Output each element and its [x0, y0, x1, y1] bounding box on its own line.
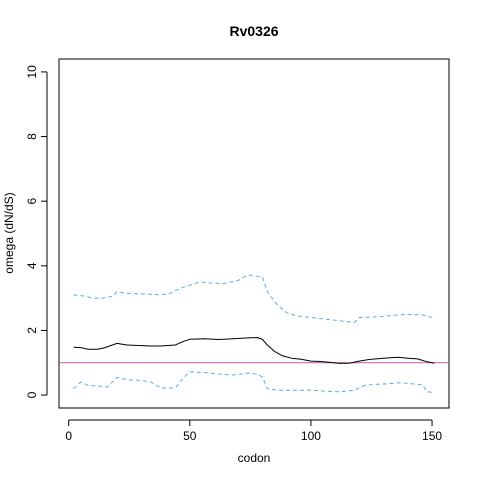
- x-axis-label: codon: [238, 451, 271, 465]
- axes: 0 50 100 150 0 2 4 6 8 10: [25, 65, 442, 443]
- chart-title: Rv0326: [229, 23, 278, 39]
- y-tick-label: 8: [25, 133, 39, 140]
- y-tick-label: 6: [25, 198, 39, 205]
- y-tick-label: 4: [25, 262, 39, 269]
- plot-frame: [58, 58, 450, 409]
- y-tick-label: 10: [25, 65, 39, 79]
- y-tick-label: 2: [25, 327, 39, 334]
- x-tick-label: 100: [301, 429, 321, 443]
- x-tick-label: 50: [183, 429, 197, 443]
- lower-bound-line: [73, 371, 435, 393]
- y-tick-label: 0: [25, 391, 39, 398]
- data-marks: [59, 274, 449, 393]
- y-axis-label: omega (dN/dS): [2, 192, 16, 273]
- x-tick-label: 150: [422, 429, 442, 443]
- estimate-line: [73, 337, 435, 364]
- upper-bound-line: [73, 274, 435, 323]
- x-tick-label: 0: [65, 429, 72, 443]
